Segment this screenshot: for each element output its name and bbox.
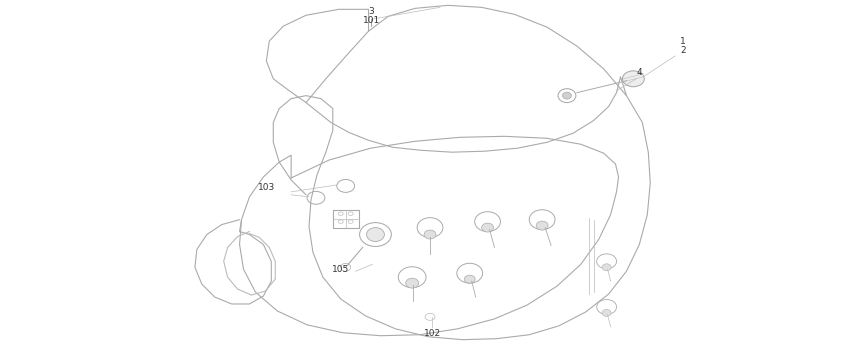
Ellipse shape [464, 275, 475, 283]
Ellipse shape [424, 230, 436, 239]
Text: 4: 4 [636, 68, 642, 77]
Ellipse shape [359, 223, 391, 246]
Text: 3: 3 [369, 7, 374, 16]
Ellipse shape [596, 299, 616, 314]
Ellipse shape [341, 263, 351, 271]
Ellipse shape [558, 89, 575, 102]
Ellipse shape [562, 92, 571, 99]
Ellipse shape [348, 212, 353, 216]
Ellipse shape [405, 278, 418, 288]
Ellipse shape [418, 218, 443, 238]
Ellipse shape [536, 221, 548, 230]
Ellipse shape [602, 264, 611, 271]
Ellipse shape [602, 310, 611, 316]
Ellipse shape [482, 223, 494, 232]
Text: 103: 103 [258, 184, 275, 192]
Ellipse shape [475, 212, 501, 232]
Text: 101: 101 [363, 16, 380, 25]
Ellipse shape [622, 71, 644, 87]
Text: 2: 2 [681, 46, 686, 54]
Text: 1: 1 [681, 37, 686, 46]
Ellipse shape [339, 212, 343, 216]
Ellipse shape [339, 220, 343, 223]
Ellipse shape [596, 254, 616, 269]
Ellipse shape [348, 220, 353, 223]
Text: 105: 105 [332, 265, 349, 274]
Ellipse shape [337, 179, 355, 192]
Ellipse shape [366, 227, 385, 241]
Ellipse shape [529, 210, 555, 230]
Ellipse shape [457, 263, 483, 283]
Ellipse shape [307, 191, 325, 204]
Ellipse shape [425, 313, 435, 320]
Text: 102: 102 [424, 329, 441, 338]
Ellipse shape [398, 267, 426, 287]
